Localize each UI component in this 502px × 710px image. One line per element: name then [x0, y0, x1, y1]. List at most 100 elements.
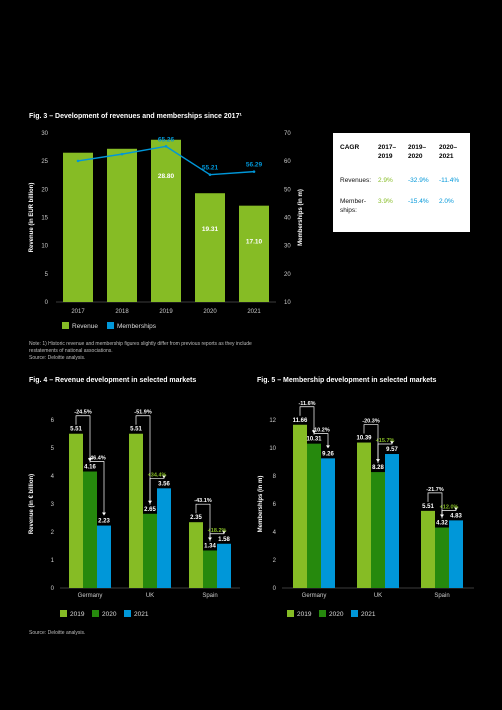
x-tick-label: 2019 [159, 309, 173, 315]
y-tick-label: 0 [273, 586, 277, 592]
bar-data-label: 5.51 [130, 427, 142, 433]
cagr-revenues-2017-2019: 2.9% [378, 177, 393, 184]
cagr-row-memberships-label: Member- ships: [340, 198, 367, 214]
change-arrowhead [390, 441, 394, 445]
bar-data-label: 9.57 [386, 447, 398, 453]
y-tick-label: 5 [51, 446, 55, 452]
x-tick-label: Spain [202, 593, 217, 599]
y-tick-label: 2 [51, 530, 55, 536]
bar-data-label: 11.66 [293, 418, 308, 424]
y-tick-label: 4 [51, 474, 55, 480]
y-tick-label: 10 [41, 244, 48, 250]
change-bracket [427, 492, 443, 517]
bar-data-label: 10.39 [356, 436, 372, 442]
y-axis-label: Revenue (in EUR billion) [29, 183, 35, 253]
y-tick-label: 5 [45, 272, 49, 278]
bar-2019 [189, 522, 203, 588]
bar-data-label: 2.35 [190, 515, 202, 521]
y-tick-label: 4 [273, 530, 277, 536]
legend-label: 2019 [70, 611, 85, 618]
bar-data-label: 4.83 [450, 513, 462, 519]
change-label: -24.5% [74, 410, 92, 416]
fig5-title: Fig. 5 – Membership development in selec… [257, 377, 437, 384]
memberships-data-label: 56.29 [246, 162, 263, 169]
bar-2021 [321, 458, 335, 588]
change-bracket [313, 433, 329, 448]
change-arrowhead [326, 445, 330, 449]
revenue-bar [151, 139, 181, 302]
cagr-header-2020-2021: 2020– 2021 [439, 144, 458, 160]
change-bracket [75, 415, 91, 461]
y-tick-label: 6 [273, 502, 277, 508]
y2-tick-label: 10 [284, 300, 291, 306]
legend-swatch-2021 [124, 610, 131, 617]
bar-data-label: 10.31 [306, 437, 322, 443]
legend-swatch-2019 [60, 610, 67, 617]
y2-tick-label: 70 [284, 131, 291, 137]
y-tick-label: 12 [269, 418, 276, 424]
bar-data-label: 2.23 [98, 519, 110, 525]
bar-data-label: 5.51 [422, 504, 434, 510]
bar-2020 [143, 513, 157, 588]
bar-2019 [357, 442, 371, 588]
change-bracket [135, 415, 151, 503]
fig3-note: Note: 1) Historic revenue and membership… [29, 341, 252, 362]
bar-2019 [421, 510, 435, 588]
memberships-point [120, 152, 124, 156]
change-label: -51.9% [134, 410, 152, 416]
revenue-bar [107, 148, 137, 302]
cagr-revenues-2019-2020: -32.9% [408, 177, 429, 184]
cagr-header-2017-2019: 2017– 2019 [378, 144, 397, 160]
change-arrowhead [88, 458, 92, 462]
x-tick-label: Spain [434, 593, 449, 599]
y-tick-label: 8 [273, 474, 277, 480]
legend-memberships-label: Memberships [117, 323, 157, 330]
y-tick-label: 20 [41, 187, 48, 193]
memberships-data-label: 65.26 [158, 136, 175, 143]
fig3-source: Source: Deloitte analysis. [29, 355, 86, 361]
change-bracket [89, 461, 105, 515]
bar-2019 [293, 424, 307, 588]
y-tick-label: 6 [51, 418, 55, 424]
revenue-data-label: 28.80 [158, 173, 175, 180]
revenue-bar [63, 152, 93, 302]
y2-tick-label: 30 [284, 244, 291, 250]
bar-data-label: 8.28 [372, 465, 384, 471]
y-tick-label: 10 [269, 446, 276, 452]
cagr-table: CAGR 2017– 2019 2019– 2020 2020– 2021 Re… [333, 133, 470, 232]
bar-data-label: 2.65 [144, 507, 156, 513]
legend-label: 2021 [134, 611, 149, 618]
y2-tick-label: 20 [284, 272, 291, 278]
y2-tick-label: 50 [284, 187, 291, 193]
change-arrowhead [162, 475, 166, 479]
x-tick-label: 2018 [115, 309, 129, 315]
x-tick-label: Germany [302, 593, 327, 599]
change-bracket [195, 503, 211, 540]
bar-data-label: 4.32 [436, 521, 448, 527]
change-label: -43.1% [194, 498, 212, 504]
x-tick-label: 2021 [247, 309, 261, 315]
y-tick-label: 0 [51, 586, 55, 592]
legend-label: 2021 [361, 611, 376, 618]
change-label: -46.4% [88, 456, 106, 462]
y2-tick-label: 60 [284, 159, 291, 165]
legend-revenue-swatch [62, 322, 69, 329]
fig3-chart: 0 5 10 15 20 25 30 10 20 30 40 50 60 70 Revenue (in EU… [29, 131, 304, 330]
y2-axis-label: Memberships (in m) [298, 189, 304, 246]
change-bracket [363, 424, 379, 462]
x-tick-label: 2017 [71, 309, 85, 315]
bar-2021 [217, 543, 231, 588]
legend-swatch-2019 [287, 610, 294, 617]
bar-data-label: 5.51 [70, 427, 82, 433]
y-tick-label: 15 [41, 216, 48, 222]
bar-data-label: 9.26 [322, 451, 334, 457]
memberships-data-label: 55.21 [202, 165, 219, 172]
bar-2019 [69, 433, 83, 588]
memberships-point [208, 173, 212, 176]
change-arrowhead [222, 530, 226, 534]
legend-swatch-2020 [319, 610, 326, 617]
y-axis-label: Revenue (in € billion) [29, 474, 35, 534]
bar-2021 [97, 525, 111, 588]
y-tick-label: 25 [41, 159, 48, 165]
